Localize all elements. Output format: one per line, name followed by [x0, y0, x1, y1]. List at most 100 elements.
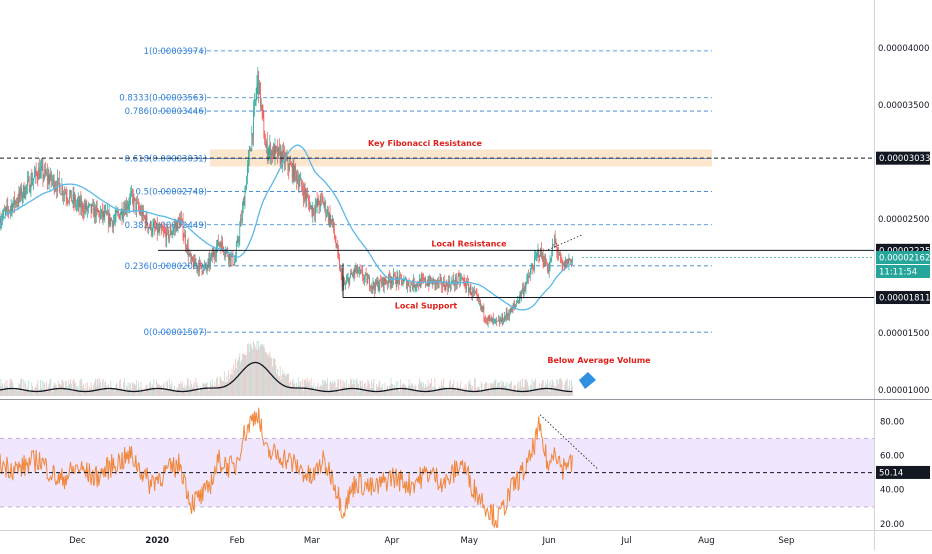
volume-bar	[336, 388, 337, 396]
volume-bar	[101, 390, 102, 396]
candle-body	[380, 279, 381, 281]
candle-body	[473, 290, 474, 292]
volume-bar	[561, 378, 562, 396]
volume-bar	[20, 379, 21, 396]
candle-body	[40, 169, 41, 178]
candle-body	[499, 320, 500, 324]
candle-body	[31, 177, 32, 190]
volume-bar	[187, 379, 188, 396]
candle-body	[78, 200, 79, 203]
candle-body	[315, 206, 316, 214]
candle-body	[41, 167, 42, 170]
volume-bar	[110, 390, 111, 396]
candle-body	[14, 197, 15, 205]
candle-body	[268, 154, 269, 157]
candle-body	[480, 301, 481, 306]
candle-body	[440, 279, 441, 281]
volume-bar	[184, 385, 185, 396]
candle-body	[396, 284, 397, 285]
volume-bar	[28, 381, 29, 396]
volume-bar	[85, 390, 86, 396]
candle-body	[277, 147, 278, 156]
candle-body	[312, 205, 313, 215]
candle-body	[25, 196, 26, 197]
fib-label-6: 0.236(0.00002089)	[125, 262, 207, 272]
volume-bar	[507, 390, 508, 396]
volume-bar	[253, 341, 254, 396]
volume-bar	[529, 392, 530, 396]
volume-bar	[226, 382, 227, 396]
volume-bars	[0, 341, 573, 396]
candle-body	[84, 206, 85, 214]
candle-body	[562, 262, 563, 264]
volume-bar	[434, 378, 435, 396]
volume-bar	[362, 381, 363, 396]
volume-bar	[493, 384, 494, 396]
candle-body	[239, 227, 240, 239]
candle-body	[370, 288, 371, 289]
candle-body	[204, 266, 205, 267]
candle-body	[427, 284, 428, 285]
candle-body	[384, 278, 385, 287]
candle-body	[280, 149, 281, 162]
fibonacci-levels: 1(0.00003974)0.8333(0.00003563)0.786(0.0…	[119, 47, 712, 338]
candle-body	[398, 276, 399, 279]
candle-body	[353, 274, 354, 275]
volume-bar	[0, 379, 1, 396]
volume-bar	[222, 381, 223, 396]
volume-bar	[83, 384, 84, 396]
candle-body	[231, 255, 232, 261]
candle-body	[340, 269, 341, 270]
candle-body	[373, 282, 374, 287]
volume-bar	[447, 390, 448, 396]
volume-bar	[132, 383, 133, 396]
candle-body	[28, 178, 29, 180]
volume-bar	[479, 388, 480, 396]
candle-body	[324, 205, 325, 206]
candle-body	[539, 256, 540, 257]
volume-bar	[483, 391, 484, 396]
volume-bar	[281, 375, 282, 396]
candle-body	[35, 169, 36, 174]
volume-bar	[335, 382, 336, 396]
candle-body	[489, 316, 490, 318]
candle-body	[477, 294, 478, 296]
candle-body	[145, 218, 146, 226]
rsi-tick-label: 80.00	[880, 417, 904, 427]
volume-bar	[370, 388, 371, 396]
volume-bar	[482, 384, 483, 396]
candle-body	[159, 228, 160, 231]
candle-body	[557, 252, 558, 254]
volume-bar	[74, 379, 75, 396]
volume-bar	[469, 384, 470, 396]
volume-bar	[303, 391, 304, 396]
volume-bar	[60, 384, 61, 396]
candle-body	[222, 241, 223, 247]
volume-bar	[467, 391, 468, 396]
candle-body	[304, 188, 305, 198]
candle-body	[447, 285, 448, 290]
volume-bar	[266, 352, 267, 396]
volume-bar	[257, 341, 258, 396]
candle-body	[136, 202, 137, 210]
volume-bar	[394, 385, 395, 396]
volume-bar	[240, 362, 241, 396]
candle-body	[460, 278, 461, 282]
volume-bar	[398, 390, 399, 396]
candle-body	[517, 301, 518, 303]
volume-bar	[256, 350, 257, 396]
volume-bar	[120, 379, 121, 396]
candle-body	[475, 292, 476, 293]
candle-body	[131, 191, 132, 194]
candle-body	[386, 282, 387, 283]
candle-body	[500, 320, 501, 324]
volume-bar	[405, 386, 406, 396]
candle-body	[46, 173, 47, 174]
candle-body	[385, 278, 386, 282]
volume-bar	[403, 383, 404, 396]
volume-bar	[80, 381, 81, 396]
volume-bar	[87, 382, 88, 396]
volume-bar	[152, 384, 153, 396]
volume-bar	[339, 392, 340, 396]
